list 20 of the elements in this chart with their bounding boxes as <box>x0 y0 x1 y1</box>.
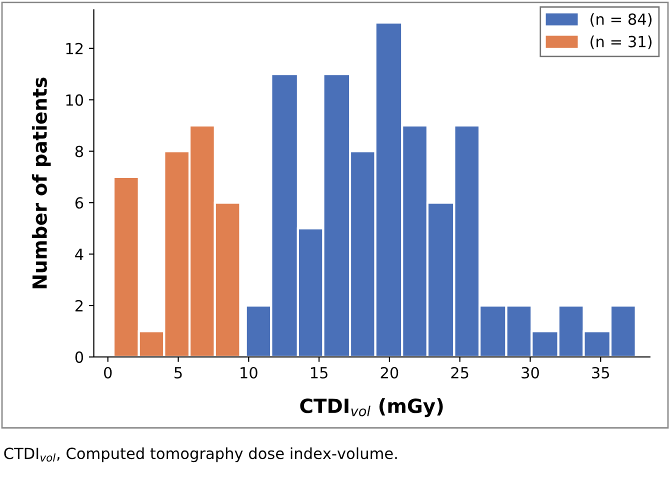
x-axis-title: CTDI$_{vol}$ (mGy) <box>300 398 443 418</box>
y-tick-label: 12 <box>66 42 83 54</box>
x-tick-label: 30 <box>522 366 539 379</box>
y-tick-label: 6 <box>75 197 84 209</box>
legend-label: (n = 84) <box>590 13 652 27</box>
y-tick-label: 0 <box>75 351 84 363</box>
y-tick-label: 4 <box>75 248 84 260</box>
y-tick-label: 8 <box>75 146 84 158</box>
x-tick-label: 25 <box>451 366 468 379</box>
y-tick-label: 10 <box>66 94 84 106</box>
y-tick-label: 2 <box>75 300 83 312</box>
y-axis-title: Number of patients <box>32 78 51 288</box>
x-tick-label: 35 <box>592 366 610 379</box>
x-tick-label: 0 <box>104 366 112 379</box>
x-tick-label: 10 <box>240 366 258 379</box>
x-tick-label: 20 <box>380 366 398 379</box>
legend-label: (n = 31) <box>590 36 652 50</box>
x-tick-label: 15 <box>311 367 328 379</box>
text: CTDI$_{vol}$, Computed tomography dose index-volume. <box>4 447 397 462</box>
x-tick-label: 5 <box>174 367 182 379</box>
